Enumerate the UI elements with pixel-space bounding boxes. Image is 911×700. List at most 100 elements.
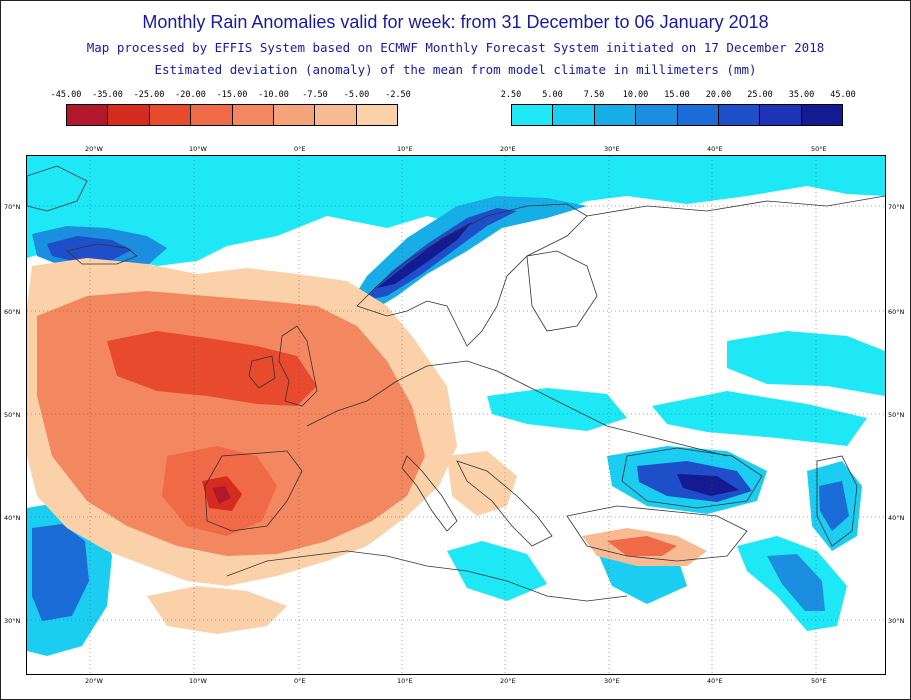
- legend-pos-swatch: [594, 105, 637, 125]
- lon-label-top: 20°W: [85, 145, 103, 153]
- legend-pos-swatch: [512, 105, 554, 125]
- coast-ireland: [248, 355, 276, 389]
- dry-anomaly-iberia-peak: [212, 486, 231, 504]
- coast-iberia: [204, 450, 303, 532]
- legend-neg-label: -5.00: [343, 90, 370, 100]
- lat-label-left: 40°N: [4, 514, 21, 522]
- wet-anomaly-azores-core: [32, 524, 89, 621]
- legend-pos-label: 20.00: [705, 90, 732, 100]
- wet-anomaly-levant-core: [767, 554, 825, 611]
- lon-label-top: 20°E: [500, 145, 516, 153]
- lon-label-bottom: 20°E: [500, 677, 516, 685]
- wet-anomaly-central-europe: [487, 388, 627, 431]
- lon-label-bottom: 0°E: [294, 677, 306, 685]
- legend-neg-swatch: [149, 105, 192, 125]
- legend-negative-labels: -45.00 -35.00 -25.00 -20.00 -15.00 -10.0…: [51, 90, 411, 102]
- legend-pos-swatch: [760, 105, 802, 125]
- lon-label-bottom: 30°E: [604, 677, 620, 685]
- lat-label-right: 40°N: [888, 514, 905, 522]
- legend-pos-label: 25.00: [747, 90, 773, 100]
- map-canvas: [27, 156, 885, 674]
- legend-neg-label: -7.50: [302, 90, 328, 100]
- legend-neg-label: -15.00: [216, 90, 248, 100]
- coast-uk: [278, 325, 318, 407]
- coast-caspian: [816, 455, 858, 547]
- dry-anomaly-turkey-core: [607, 536, 677, 556]
- legend-neg-label: -45.00: [50, 90, 82, 100]
- lon-label-bottom: 10°E: [397, 677, 413, 685]
- coast-turkey: [566, 505, 748, 562]
- legend-pos-label: 5.00: [542, 90, 563, 100]
- wet-anomaly-iceland-core: [47, 236, 132, 262]
- lon-label-top: 30°E: [604, 145, 620, 153]
- legend-pos-label: 35.00: [788, 90, 815, 100]
- legend-positive: 2.50 5.00 7.50 10.00 15.00 20.00 25.00 3…: [501, 90, 856, 126]
- legend-neg-label: -2.50: [385, 90, 411, 100]
- legend-pos-swatch: [801, 105, 842, 125]
- lat-label-right: 70°N: [888, 203, 905, 211]
- legend-neg-swatch: [232, 105, 274, 125]
- legend-pos-swatch: [718, 105, 761, 125]
- dry-anomaly-north-africa: [147, 586, 287, 634]
- dry-anomaly-balkans: [447, 451, 517, 516]
- legend-negative-bar: [66, 104, 398, 126]
- dry-anomaly-uk-core: [107, 331, 317, 406]
- coast-russia-north: [586, 195, 885, 217]
- map-subtitle: Map processed by EFFIS System based on E…: [86, 40, 825, 55]
- lon-label-top: 50°E: [811, 145, 827, 153]
- coast-scandinavia: [356, 203, 588, 347]
- legend-neg-swatch: [315, 105, 357, 125]
- legend-pos-swatch: [636, 105, 678, 125]
- legend-neg-label: -35.00: [92, 90, 123, 100]
- wet-anomaly-north-africa: [447, 541, 547, 601]
- coast-italy: [401, 455, 458, 532]
- wet-anomaly-norway-peak: [377, 222, 472, 288]
- map-title: Monthly Rain Anomalies valid for week: f…: [142, 12, 769, 32]
- legend-positive-labels: 2.50 5.00 7.50 10.00 15.00 20.00 25.00 3…: [501, 90, 856, 102]
- legend-pos-label: 7.50: [583, 90, 605, 100]
- lat-label-right: 60°N: [888, 308, 905, 316]
- coast-greenland: [27, 165, 88, 212]
- lon-label-top: 0°E: [294, 145, 306, 153]
- legend-neg-swatch: [67, 105, 109, 125]
- wet-anomaly-black-sea-peak: [677, 474, 739, 496]
- legend-neg-swatch: [191, 105, 233, 125]
- map-description: Estimated deviation (anomaly) of the mea…: [154, 62, 757, 77]
- legend-positive-bar: [511, 104, 843, 126]
- wet-anomaly-east: [727, 331, 885, 396]
- legend-pos-label: 10.00: [622, 90, 649, 100]
- lon-label-top: 10°W: [189, 145, 207, 153]
- lon-label-bottom: 40°E: [707, 677, 723, 685]
- coast-north-africa: [226, 550, 628, 602]
- coast-black-sea: [621, 447, 763, 509]
- lon-label-bottom: 10°W: [189, 677, 207, 685]
- legend-neg-swatch: [273, 105, 316, 125]
- lat-label-right: 50°N: [888, 411, 905, 419]
- legend-negative: -45.00 -35.00 -25.00 -20.00 -15.00 -10.0…: [51, 90, 411, 126]
- legend-pos-label: 2.50: [500, 90, 522, 100]
- coastlines: [27, 165, 885, 602]
- lon-label-top: 10°E: [397, 145, 413, 153]
- legend-neg-label: -20.00: [175, 90, 206, 100]
- legend-neg-swatch: [108, 105, 150, 125]
- graticule: [27, 156, 885, 674]
- lat-label-left: 50°N: [4, 411, 21, 419]
- legend-pos-label: 45.00: [830, 90, 856, 100]
- legend-neg-label: -10.00: [258, 90, 289, 100]
- coast-iceland: [66, 243, 138, 265]
- lat-label-right: 30°N: [888, 617, 905, 625]
- anomaly-map[interactable]: [26, 155, 886, 675]
- legend-neg-swatch: [356, 105, 397, 125]
- legend-pos-swatch: [677, 105, 719, 125]
- coast-continent: [306, 360, 728, 457]
- wet-anomaly-norway-coast: [342, 196, 587, 316]
- lon-label-top: 40°E: [707, 145, 723, 153]
- lat-label-left: 30°N: [4, 617, 21, 625]
- legend-pos-swatch: [553, 105, 595, 125]
- legend-neg-label: -25.00: [133, 90, 165, 100]
- legend-pos-label: 15.00: [664, 90, 690, 100]
- wet-anomaly-russia: [652, 391, 867, 446]
- lon-label-bottom: 50°E: [811, 677, 827, 685]
- coast-balkans: [456, 460, 553, 547]
- lat-label-left: 70°N: [4, 203, 21, 211]
